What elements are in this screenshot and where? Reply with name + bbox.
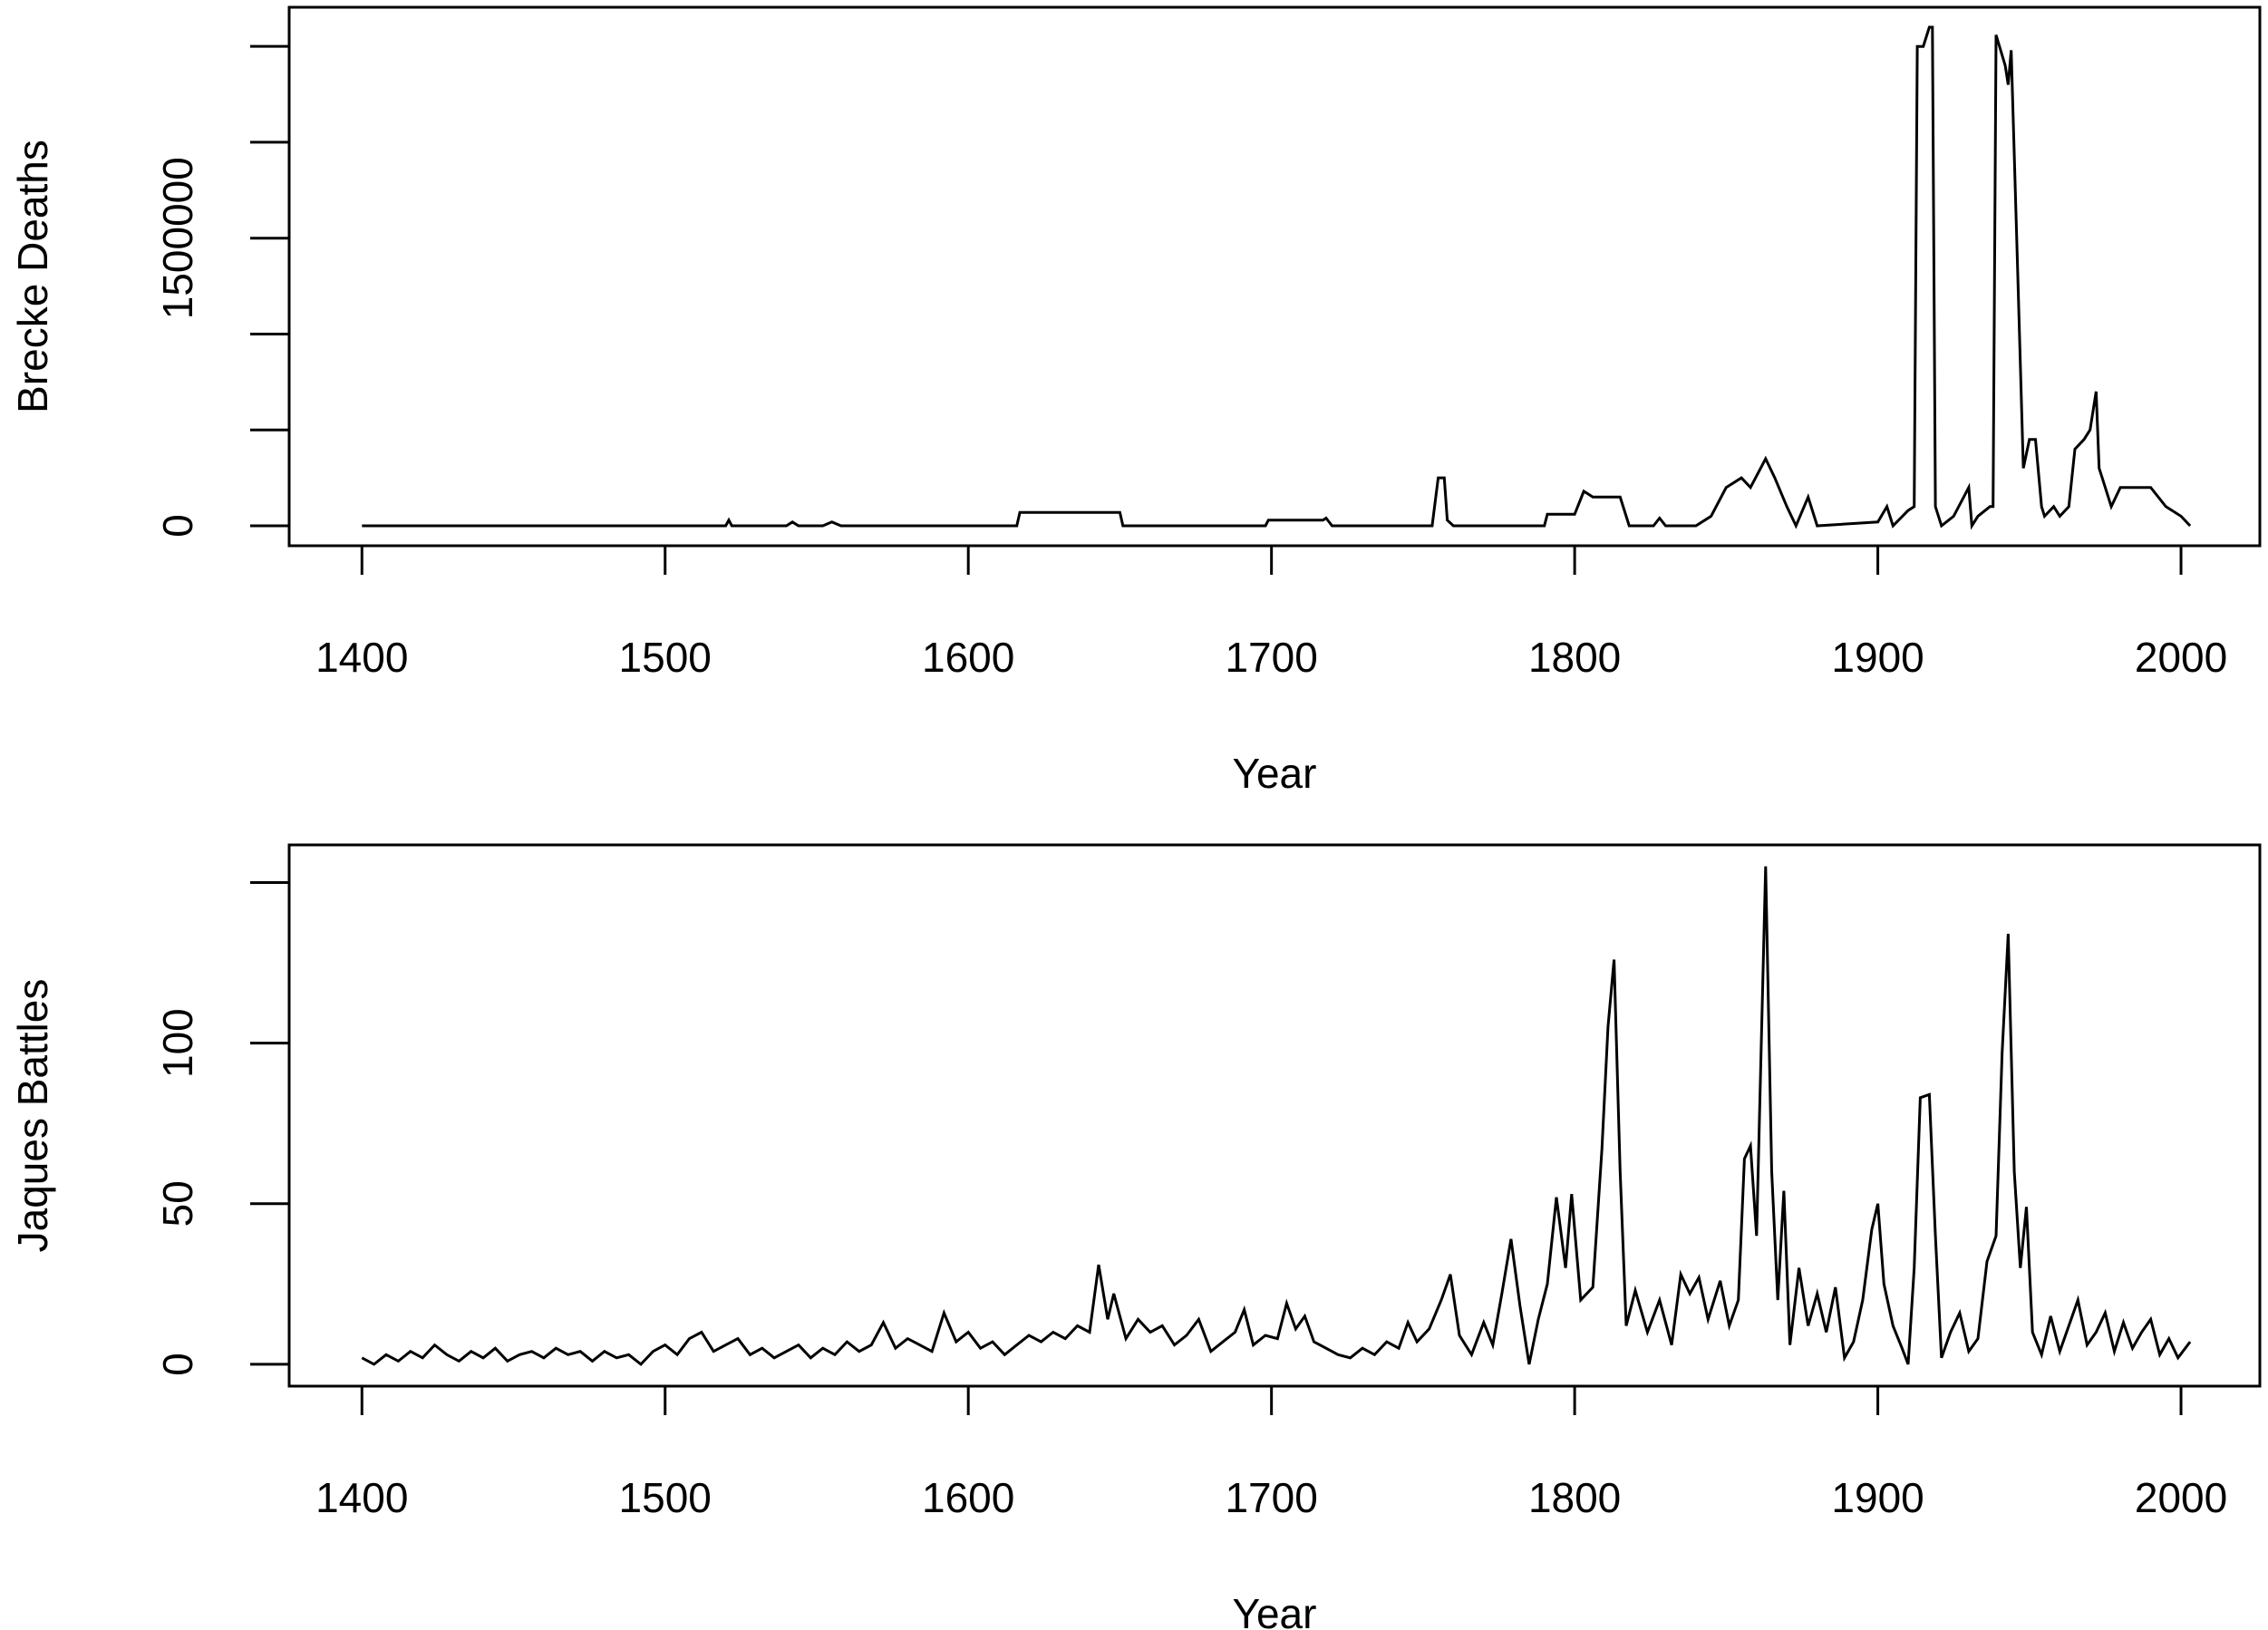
x-tick-label: 1900 bbox=[1831, 634, 1924, 681]
y-tick-label: 0 bbox=[154, 514, 201, 538]
data-line bbox=[362, 25, 2192, 530]
y-tick-label: 50 bbox=[154, 1180, 201, 1227]
plot-frame bbox=[287, 5, 2262, 548]
x-tick-label: 2000 bbox=[2135, 634, 2227, 681]
x-axis-title: Year bbox=[1233, 1590, 1317, 1630]
y-axis-title: Jaques Battles bbox=[9, 979, 56, 1253]
x-axis-title: Year bbox=[1233, 750, 1317, 797]
x-tick-label: 1700 bbox=[1225, 634, 1317, 681]
x-tick-label: 1400 bbox=[315, 634, 408, 681]
x-tick-label: 1400 bbox=[315, 1474, 408, 1521]
plot-frame bbox=[287, 843, 2262, 1388]
x-tick-label: 1600 bbox=[922, 634, 1014, 681]
x-tick-label: 1500 bbox=[619, 634, 712, 681]
data-line bbox=[361, 866, 2192, 1366]
y-axis-title: Brecke Deaths bbox=[9, 140, 56, 413]
x-tick-label: 1700 bbox=[1225, 1474, 1317, 1521]
x-tick-label: 1600 bbox=[922, 1474, 1014, 1521]
y-tick-label: 0 bbox=[154, 1353, 201, 1376]
x-tick-label: 2000 bbox=[2135, 1474, 2227, 1521]
y-tick-label: 100 bbox=[154, 1008, 201, 1078]
x-tick-label: 1500 bbox=[619, 1474, 712, 1521]
x-tick-label: 1900 bbox=[1831, 1474, 1924, 1521]
y-tick-label: 1500000 bbox=[154, 157, 201, 319]
x-tick-label: 1800 bbox=[1528, 1474, 1621, 1521]
x-tick-label: 1800 bbox=[1528, 634, 1621, 681]
